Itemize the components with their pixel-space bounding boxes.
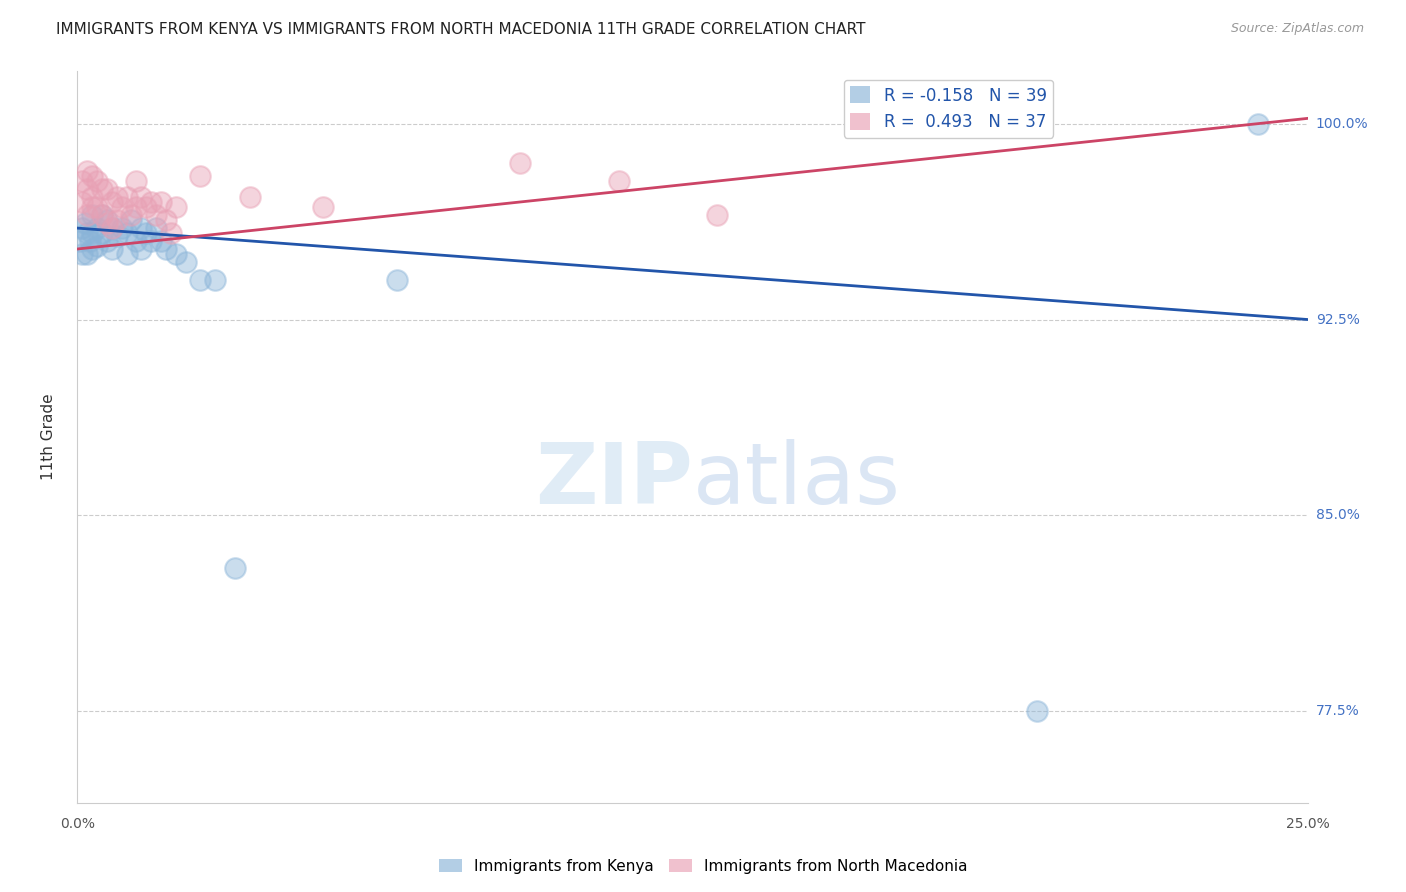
Point bbox=[141, 194, 163, 209]
Point bbox=[115, 247, 138, 261]
Text: IMMIGRANTS FROM KENYA VS IMMIGRANTS FROM NORTH MACEDONIA 11TH GRADE CORRELATION : IMMIGRANTS FROM KENYA VS IMMIGRANTS FROM… bbox=[56, 22, 866, 37]
Point bbox=[86, 174, 108, 188]
Text: ZIP: ZIP bbox=[534, 440, 693, 523]
Point bbox=[121, 213, 143, 227]
Point bbox=[204, 273, 226, 287]
Point bbox=[312, 200, 335, 214]
Point bbox=[135, 200, 157, 214]
Point bbox=[101, 242, 124, 256]
Point bbox=[160, 227, 183, 241]
Point bbox=[129, 221, 153, 235]
Point bbox=[96, 216, 118, 230]
Point bbox=[1026, 705, 1049, 719]
Y-axis label: 11th Grade: 11th Grade bbox=[42, 393, 56, 481]
Point bbox=[76, 208, 98, 222]
Point bbox=[90, 208, 114, 222]
Point bbox=[86, 200, 108, 214]
Point bbox=[76, 182, 98, 196]
Point bbox=[70, 174, 93, 188]
Point bbox=[150, 194, 173, 209]
Point bbox=[73, 216, 96, 230]
Point bbox=[96, 213, 118, 227]
Text: atlas: atlas bbox=[693, 440, 900, 523]
Point bbox=[706, 208, 728, 222]
Point bbox=[174, 255, 197, 269]
Point bbox=[86, 239, 108, 253]
Point bbox=[76, 227, 98, 241]
Point bbox=[239, 190, 262, 204]
Point bbox=[86, 221, 108, 235]
Point bbox=[76, 163, 98, 178]
Point bbox=[70, 194, 93, 209]
Point bbox=[125, 200, 148, 214]
Legend: Immigrants from Kenya, Immigrants from North Macedonia: Immigrants from Kenya, Immigrants from N… bbox=[433, 853, 973, 880]
Point bbox=[188, 273, 212, 287]
Point bbox=[141, 234, 163, 248]
Point bbox=[82, 190, 104, 204]
Point bbox=[224, 560, 246, 574]
Point bbox=[101, 221, 124, 235]
Point bbox=[125, 234, 148, 248]
Point bbox=[105, 213, 128, 227]
Point bbox=[82, 242, 104, 256]
Point bbox=[90, 208, 114, 222]
Point bbox=[135, 227, 157, 241]
Point bbox=[105, 190, 128, 204]
Point bbox=[145, 208, 167, 222]
Point bbox=[1247, 117, 1270, 131]
Point bbox=[96, 182, 118, 196]
Point bbox=[188, 169, 212, 183]
Point bbox=[82, 227, 104, 241]
Point bbox=[385, 273, 409, 287]
Point bbox=[509, 156, 531, 170]
Point bbox=[101, 221, 124, 235]
Point bbox=[125, 174, 148, 188]
Text: 85.0%: 85.0% bbox=[1316, 508, 1360, 523]
Text: Source: ZipAtlas.com: Source: ZipAtlas.com bbox=[1230, 22, 1364, 36]
Point bbox=[115, 227, 138, 241]
Point bbox=[90, 182, 114, 196]
Point bbox=[115, 190, 138, 204]
Point bbox=[150, 234, 173, 248]
Point bbox=[82, 169, 104, 183]
Point bbox=[111, 200, 132, 214]
Point bbox=[129, 190, 153, 204]
Point bbox=[121, 208, 143, 222]
Point bbox=[101, 194, 124, 209]
Text: 0.0%: 0.0% bbox=[60, 817, 94, 830]
Point bbox=[129, 242, 153, 256]
Point bbox=[165, 247, 187, 261]
Point bbox=[82, 208, 104, 222]
Point bbox=[76, 247, 98, 261]
Point bbox=[70, 247, 93, 261]
Point bbox=[96, 234, 118, 248]
Point bbox=[90, 227, 114, 241]
Point bbox=[165, 200, 187, 214]
Text: 77.5%: 77.5% bbox=[1316, 705, 1360, 718]
Point bbox=[145, 221, 167, 235]
Point bbox=[79, 234, 101, 248]
Text: 100.0%: 100.0% bbox=[1316, 117, 1368, 130]
Point bbox=[69, 234, 91, 248]
Point bbox=[105, 229, 128, 244]
Point bbox=[70, 221, 93, 235]
Text: 25.0%: 25.0% bbox=[1285, 817, 1330, 830]
Text: 92.5%: 92.5% bbox=[1316, 312, 1360, 326]
Point bbox=[155, 213, 177, 227]
Legend: R = -0.158   N = 39, R =  0.493   N = 37: R = -0.158 N = 39, R = 0.493 N = 37 bbox=[844, 79, 1053, 137]
Point bbox=[111, 221, 132, 235]
Point bbox=[607, 174, 630, 188]
Point bbox=[82, 200, 104, 214]
Point bbox=[155, 242, 177, 256]
